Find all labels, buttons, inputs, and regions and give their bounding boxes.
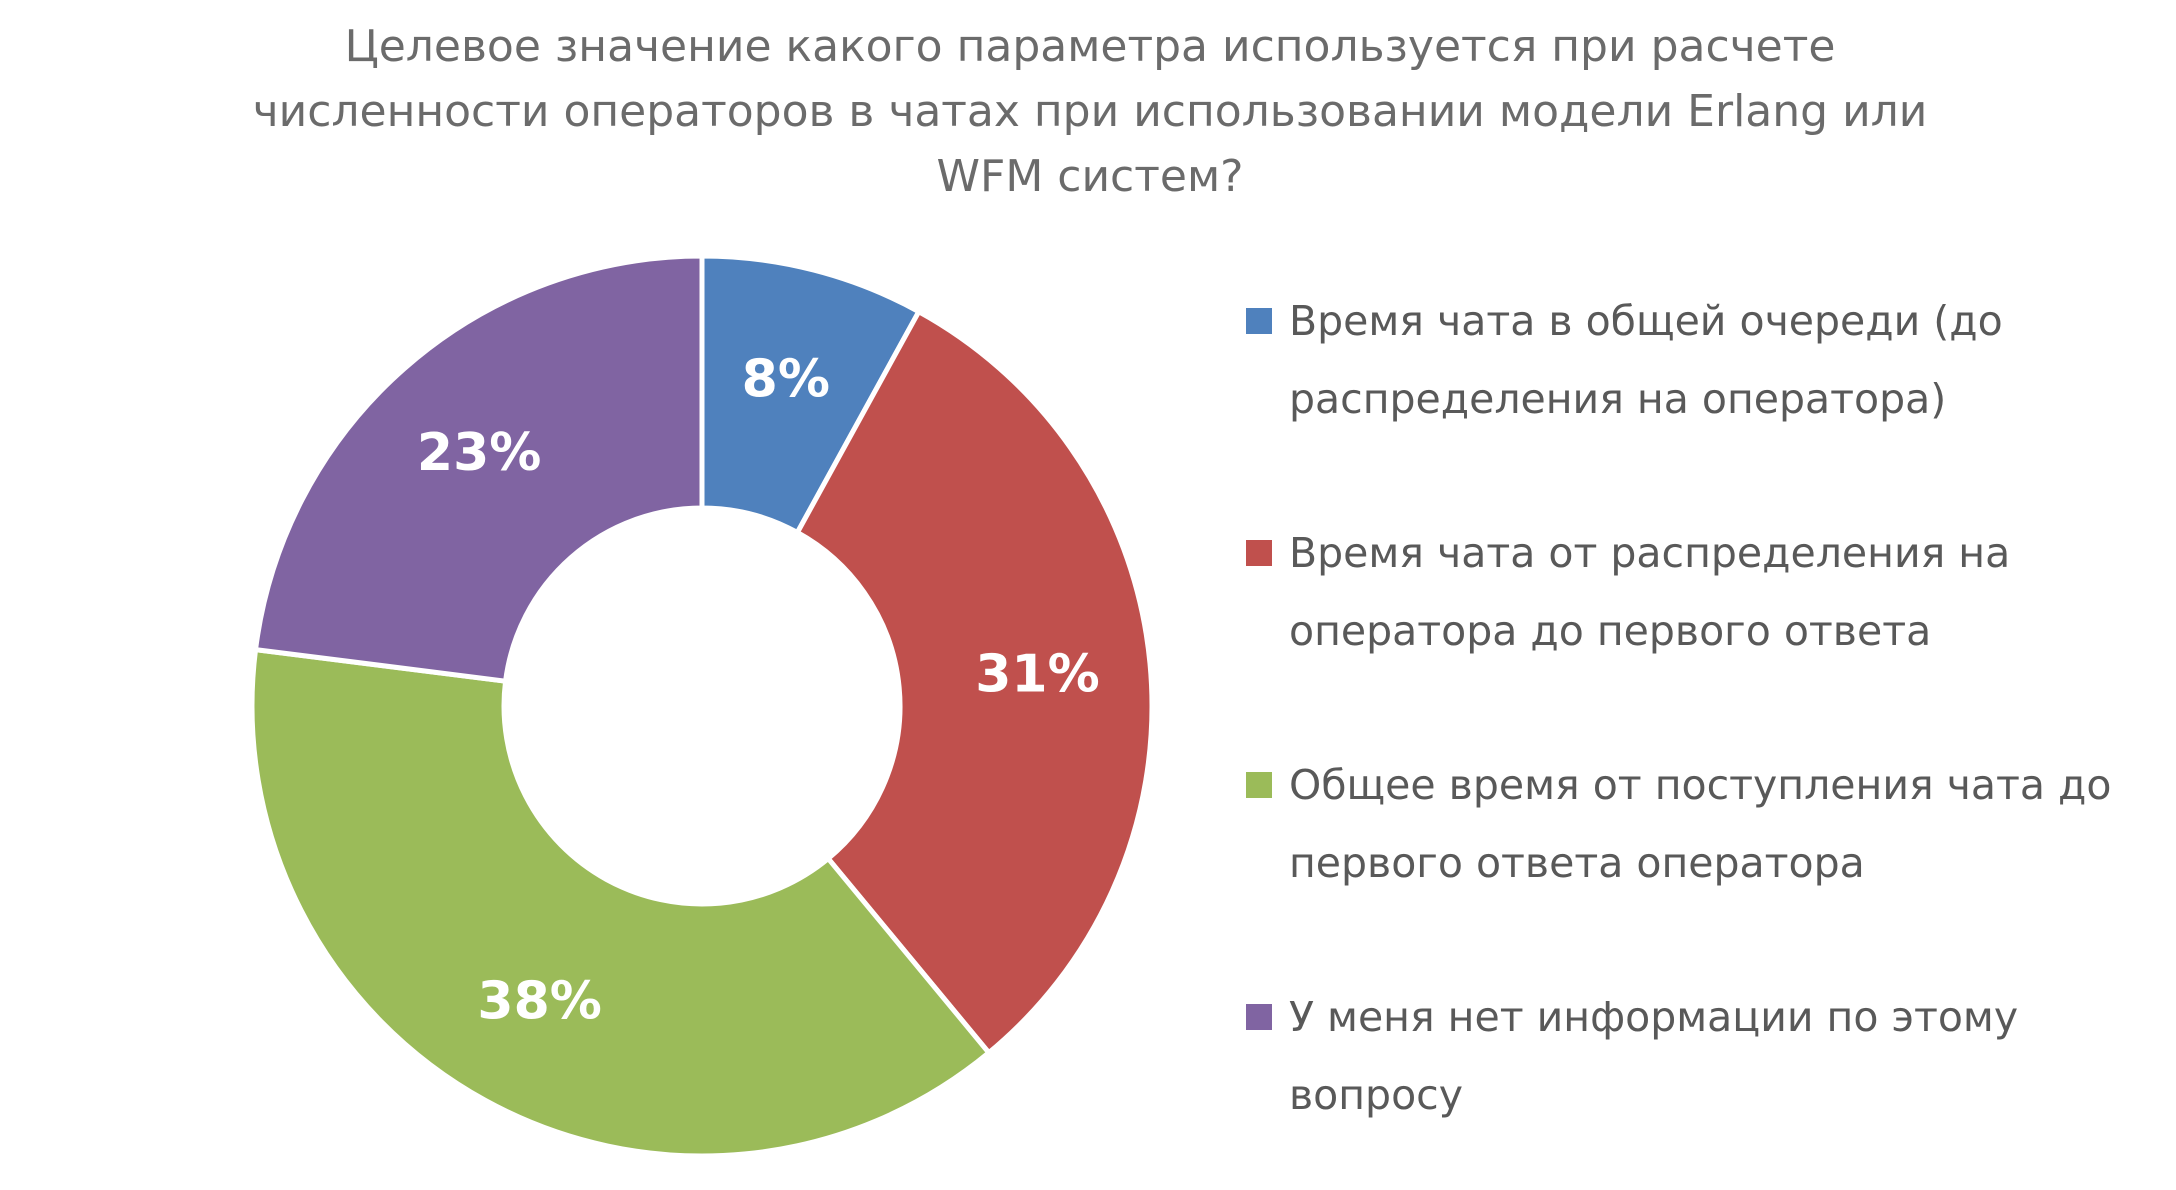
pie-slice-2	[249, 647, 992, 1159]
donut-chart: 8% 31% 38% 23%	[249, 253, 1155, 1159]
legend-item-1: Время чата от распределения на оператора…	[1246, 514, 2111, 670]
legend-square-marker-icon	[1246, 540, 1272, 566]
legend-square-marker-icon	[1246, 772, 1272, 798]
legend-item-label: Время чата от распределения на оператора…	[1289, 529, 2011, 655]
legend-item-label: Время чата в общей очереди (до распредел…	[1289, 297, 2003, 423]
pie-slice-1	[794, 309, 1155, 1056]
pie-slice-3	[253, 253, 705, 684]
legend-item-2: Общее время от поступления чата до перво…	[1246, 746, 2111, 902]
chart-title: Целевое значение какого параметра исполь…	[252, 21, 1928, 202]
pie-slice-label-0: 8%	[742, 350, 830, 410]
legend-item-3: У меня нет информации по этому вопросу	[1246, 978, 2111, 1134]
legend-square-marker-icon	[1246, 308, 1272, 334]
chart-legend: Время чата в общей очереди (до распредел…	[1246, 282, 2111, 1134]
legend-square-marker-icon	[1246, 1004, 1272, 1030]
legend-item-label: У меня нет информации по этому вопросу	[1289, 993, 2019, 1119]
legend-item-label: Общее время от поступления чата до перво…	[1289, 761, 2112, 887]
pie-slice-label-3: 23%	[417, 423, 541, 483]
legend-item-0: Время чата в общей очереди (до распредел…	[1246, 282, 2111, 438]
pie-slice-label-2: 38%	[477, 971, 601, 1031]
pie-slice-label-1: 31%	[975, 644, 1099, 704]
